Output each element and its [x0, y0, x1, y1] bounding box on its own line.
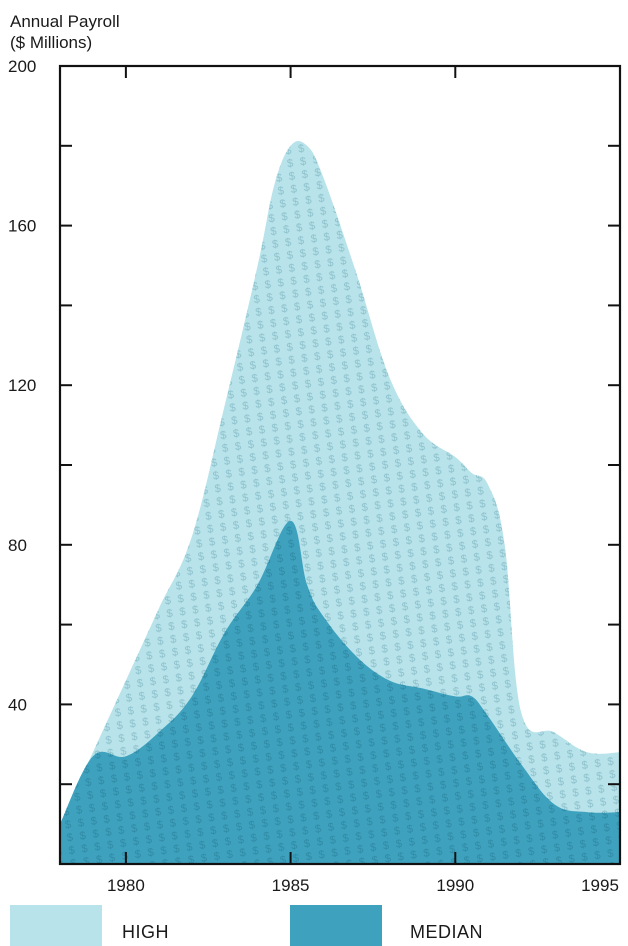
legend-high-swatch [10, 905, 102, 946]
y-tick-label: 80 [8, 536, 27, 555]
y-tick-label: 160 [8, 217, 36, 236]
legend-median-swatch [290, 905, 382, 946]
y-axis-label-line-2: ($ Millions) [10, 33, 93, 52]
y-tick-label: 40 [8, 695, 27, 714]
series-median-pattern [60, 520, 620, 864]
x-tick-label: 1980 [107, 876, 145, 895]
plot-area [60, 140, 620, 864]
legend-high-label: HIGH [122, 922, 169, 942]
legend-median-label: MEDIAN [410, 922, 483, 942]
x-tick-label: 1985 [272, 876, 310, 895]
x-tick-label: 1995 [581, 876, 619, 895]
axes: 40 80 120 160 200 1980 1985 1990 1995 HIGH MEDIAN [8, 57, 622, 946]
y-axis-label-line-1: Annual Payroll [10, 12, 120, 31]
x-tick-label: 1990 [436, 876, 474, 895]
y-tick-label: 200 [8, 57, 36, 76]
y-tick-label: 120 [8, 376, 36, 395]
